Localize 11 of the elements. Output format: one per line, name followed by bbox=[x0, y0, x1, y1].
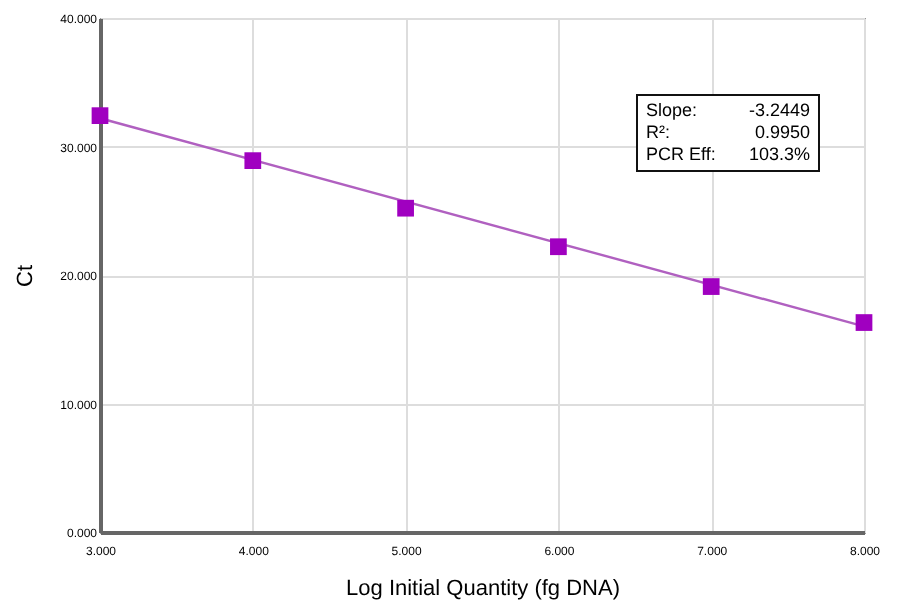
point bbox=[550, 238, 567, 256]
point bbox=[91, 107, 109, 125]
point bbox=[855, 314, 873, 331]
text: PCR Eff: 103.3% bbox=[646, 144, 810, 164]
text: R²: 0.9950 bbox=[646, 122, 810, 142]
point bbox=[244, 152, 262, 169]
point bbox=[702, 278, 720, 295]
point bbox=[397, 199, 414, 217]
text: Slope: -3.2449 bbox=[646, 100, 810, 120]
x-axis-title: Log Initial Quantity (fg DNA) bbox=[346, 577, 620, 601]
y-axis-title: Ct bbox=[14, 265, 39, 287]
